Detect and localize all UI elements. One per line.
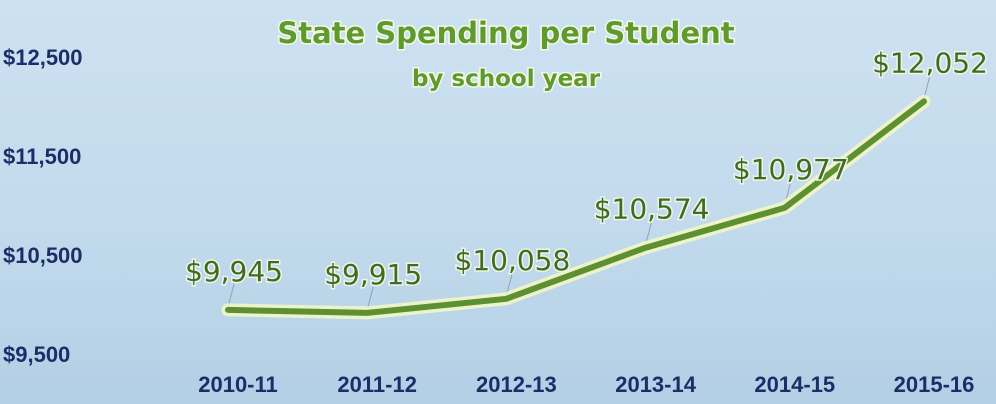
y-tick-label: $11,500 — [3, 144, 81, 169]
data-label: $12,052 — [872, 46, 988, 79]
x-axis-ticks: 2010-11 2011-12 2012-13 2013-14 2014-15 2015-… — [198, 372, 974, 397]
series-line — [225, 98, 927, 316]
x-tick-label: 2014-15 — [754, 372, 835, 397]
y-axis-ticks: $9,500 $10,500 $11,500 $12,500 — [3, 45, 83, 367]
data-label: $10,574 — [594, 193, 710, 226]
y-tick-label: $9,500 — [3, 342, 70, 367]
data-label: $10,058 — [455, 244, 571, 277]
data-label: $9,915 — [324, 258, 422, 291]
chart-title: State Spending per Student — [277, 16, 734, 50]
data-label: $10,977 — [733, 153, 849, 186]
x-tick-label: 2012-13 — [476, 372, 557, 397]
x-tick-label: 2015-16 — [894, 372, 975, 397]
y-tick-label: $10,500 — [3, 243, 83, 268]
data-label-leader — [227, 283, 235, 308]
y-tick-label: $12,500 — [3, 45, 83, 70]
x-tick-label: 2013-14 — [615, 372, 697, 397]
data-label: $9,945 — [185, 255, 283, 288]
x-tick-label: 2010-11 — [198, 372, 278, 397]
data-label-leader — [923, 75, 931, 99]
x-tick-label: 2011-12 — [337, 372, 417, 397]
chart-subtitle: by school year — [412, 66, 601, 92]
data-labels: $9,945 $9,915 $10,058 $10,574 $10,977 $12,052 — [184, 45, 990, 293]
data-label-leader — [366, 286, 374, 311]
